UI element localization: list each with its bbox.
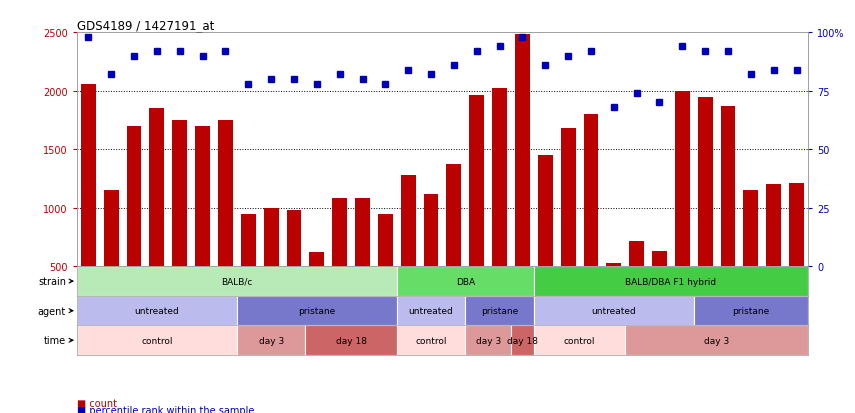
Bar bbox=[693, 296, 808, 326]
Bar bbox=[534, 296, 693, 326]
Bar bbox=[492, 89, 507, 267]
Text: BALB/DBA F1 hybrid: BALB/DBA F1 hybrid bbox=[625, 277, 716, 286]
Bar bbox=[744, 191, 758, 267]
Text: agent: agent bbox=[38, 306, 66, 316]
Bar bbox=[305, 326, 397, 355]
Bar bbox=[606, 263, 622, 267]
Bar bbox=[721, 107, 735, 267]
Text: untreated: untreated bbox=[409, 306, 453, 316]
Bar bbox=[652, 252, 667, 267]
Bar bbox=[286, 211, 302, 267]
Bar bbox=[333, 199, 347, 267]
Bar bbox=[103, 191, 119, 267]
Text: pristane: pristane bbox=[298, 306, 335, 316]
Bar bbox=[583, 115, 598, 267]
Bar bbox=[237, 296, 397, 326]
Bar bbox=[150, 109, 164, 267]
Bar bbox=[561, 129, 575, 267]
Bar bbox=[397, 326, 465, 355]
Bar bbox=[401, 176, 416, 267]
Bar bbox=[397, 296, 465, 326]
Bar bbox=[698, 97, 712, 267]
Text: GDS4189 / 1427191_at: GDS4189 / 1427191_at bbox=[77, 19, 215, 32]
Bar bbox=[241, 214, 256, 267]
Bar bbox=[469, 96, 484, 267]
Text: day 18: day 18 bbox=[507, 336, 538, 345]
Bar bbox=[310, 253, 324, 267]
Bar bbox=[397, 267, 534, 296]
Bar bbox=[218, 121, 233, 267]
Bar bbox=[766, 185, 781, 267]
Bar bbox=[77, 267, 397, 296]
Bar bbox=[465, 296, 534, 326]
Text: BALB/c: BALB/c bbox=[221, 277, 252, 286]
Bar bbox=[515, 36, 530, 267]
Bar bbox=[81, 84, 96, 267]
Text: untreated: untreated bbox=[592, 306, 636, 316]
Bar bbox=[195, 126, 210, 267]
Text: time: time bbox=[44, 335, 66, 345]
Bar bbox=[263, 208, 279, 267]
Bar bbox=[465, 326, 511, 355]
Text: control: control bbox=[563, 336, 595, 345]
Bar bbox=[629, 241, 644, 267]
Text: control: control bbox=[416, 336, 447, 345]
Text: pristane: pristane bbox=[481, 306, 518, 316]
Bar bbox=[446, 165, 462, 267]
Text: day 3: day 3 bbox=[704, 336, 729, 345]
Bar bbox=[127, 126, 141, 267]
Bar bbox=[77, 326, 237, 355]
Bar bbox=[625, 326, 808, 355]
Text: untreated: untreated bbox=[134, 306, 180, 316]
Text: day 3: day 3 bbox=[258, 336, 284, 345]
Text: ■ count: ■ count bbox=[77, 398, 117, 408]
Text: day 18: day 18 bbox=[335, 336, 367, 345]
Bar bbox=[789, 184, 804, 267]
Bar bbox=[355, 199, 370, 267]
Text: control: control bbox=[141, 336, 173, 345]
Bar bbox=[538, 156, 552, 267]
Text: ■ percentile rank within the sample: ■ percentile rank within the sample bbox=[77, 405, 254, 413]
Bar bbox=[173, 121, 187, 267]
Bar bbox=[511, 326, 534, 355]
Bar bbox=[534, 326, 625, 355]
Bar bbox=[77, 296, 237, 326]
Text: day 3: day 3 bbox=[475, 336, 501, 345]
Text: strain: strain bbox=[38, 276, 66, 286]
Bar bbox=[237, 326, 305, 355]
Text: pristane: pristane bbox=[732, 306, 770, 316]
Bar bbox=[534, 267, 808, 296]
Bar bbox=[675, 91, 690, 267]
Text: DBA: DBA bbox=[456, 277, 475, 286]
Bar bbox=[378, 214, 392, 267]
Bar bbox=[423, 194, 439, 267]
